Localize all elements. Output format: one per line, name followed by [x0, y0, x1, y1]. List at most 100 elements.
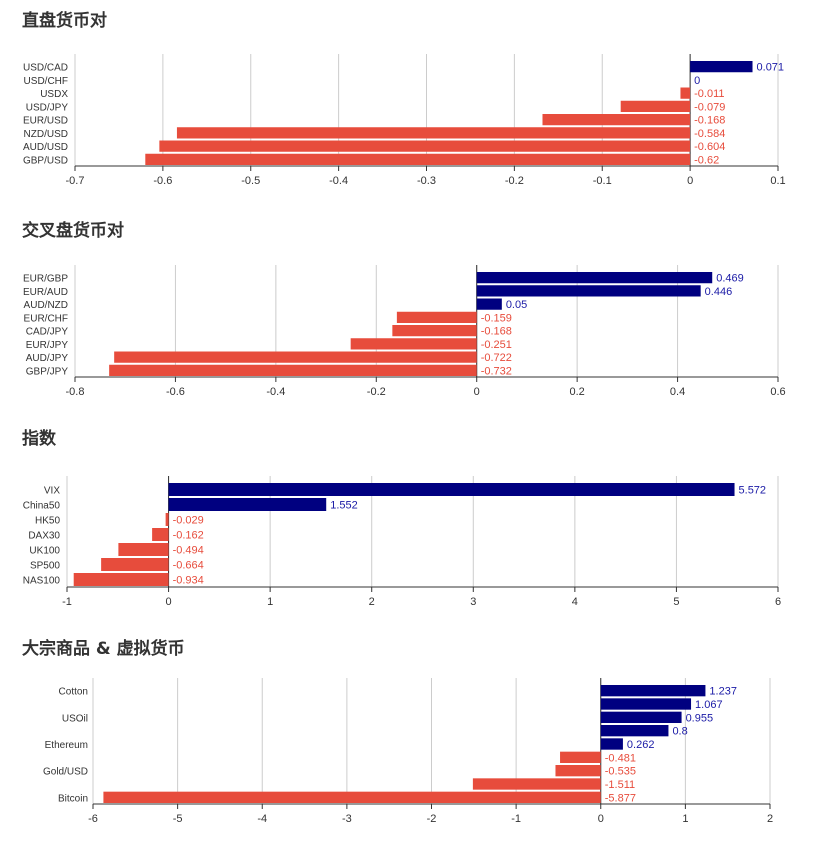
- cross-pairs-chart: -0.8 -0.6 -0.4 -0.2 0 0.2 0.4 0.6 0.469 EUR/GBP 0.…: [23, 265, 786, 398]
- category-label: Gold/USD: [43, 767, 88, 778]
- bar: [168, 483, 735, 496]
- value-label: -0.604: [694, 141, 725, 153]
- value-label: 0: [694, 75, 700, 87]
- category-label: EUR/GBP: [23, 274, 68, 285]
- bar: [620, 100, 691, 112]
- category-label: Cotton: [59, 687, 88, 698]
- value-label: -0.159: [481, 312, 512, 324]
- tick-label: -0.2: [367, 386, 386, 398]
- value-label: -0.481: [605, 752, 636, 764]
- tick-label: -0.2: [505, 175, 524, 187]
- category-label: GBP/JPY: [26, 366, 69, 377]
- category-label: SP500: [30, 561, 60, 572]
- chart-title-indices: 指数: [22, 429, 56, 449]
- tick-label: -0.7: [66, 175, 85, 187]
- value-label: -0.029: [173, 515, 204, 527]
- value-label: 0.05: [506, 299, 527, 311]
- tick-label: 6: [775, 596, 781, 608]
- bar: [118, 543, 169, 556]
- category-label: CAD/JPY: [26, 327, 69, 338]
- tick-label: 3: [470, 596, 476, 608]
- tick-label: 0.6: [770, 386, 785, 398]
- value-label: 0.071: [757, 62, 785, 74]
- value-label: -0.079: [694, 101, 725, 113]
- value-label: 0.8: [672, 726, 687, 738]
- indices-chart: -1 0 1 2 3 4 5 6 5.572 VIX 1.552 China50 -0.029 HK50 -…: [23, 476, 781, 608]
- category-label: NZD/USD: [24, 129, 68, 140]
- tick-label: 4: [572, 596, 578, 608]
- bar: [600, 738, 623, 750]
- value-label: -1.511: [605, 779, 635, 791]
- category-label: EUR/USD: [23, 116, 68, 127]
- bar: [168, 498, 327, 511]
- tick-label: -0.4: [329, 175, 348, 187]
- tick-label: 0: [598, 813, 604, 825]
- value-label: 1.552: [330, 500, 358, 512]
- bar: [680, 87, 691, 99]
- category-label: EUR/JPY: [26, 340, 69, 351]
- value-label: -0.732: [481, 365, 512, 377]
- direct-pairs-chart: -0.7 -0.6 -0.5 -0.4 -0.3 -0.2 -0.1 0 0.1 0.071 USD…: [23, 54, 786, 187]
- value-label: -5.877: [605, 792, 636, 804]
- value-label: -0.162: [173, 530, 204, 542]
- category-label: AUD/NZD: [24, 300, 68, 311]
- tick-label: -5: [173, 813, 183, 825]
- category-label: VIX: [44, 486, 60, 497]
- bar: [101, 558, 169, 571]
- tick-label: -0.5: [241, 175, 260, 187]
- category-label: EUR/CHF: [24, 313, 68, 324]
- tick-label: 2: [767, 813, 773, 825]
- bar: [690, 61, 753, 73]
- bar: [542, 114, 691, 126]
- bar: [165, 513, 169, 526]
- chart-title-direct-pairs: 直盘货币对: [22, 11, 107, 31]
- value-label: -0.011: [694, 88, 724, 100]
- bar: [159, 140, 691, 152]
- category-label: USD/CHF: [24, 76, 68, 87]
- bar: [555, 765, 601, 777]
- bar: [350, 338, 477, 350]
- bar: [152, 528, 169, 541]
- value-label: -0.535: [605, 766, 636, 778]
- category-label: USD/JPY: [26, 102, 69, 113]
- value-label: 0.469: [716, 273, 744, 285]
- tick-label: 1: [682, 813, 688, 825]
- bar: [176, 127, 691, 139]
- bar: [600, 685, 706, 697]
- tick-label: -4: [257, 813, 267, 825]
- tick-label: -1: [62, 596, 72, 608]
- tick-label: -0.6: [166, 386, 185, 398]
- tick-label: -6: [88, 813, 98, 825]
- tick-label: 0: [474, 386, 480, 398]
- category-label: AUD/JPY: [26, 353, 69, 364]
- bar: [600, 711, 682, 723]
- bar: [476, 285, 701, 297]
- value-label: -0.168: [481, 326, 512, 338]
- value-label: -0.251: [481, 339, 512, 351]
- tick-label: -0.1: [593, 175, 612, 187]
- value-label: -0.494: [173, 545, 204, 557]
- value-label: 0.262: [627, 739, 655, 751]
- bar: [73, 573, 169, 586]
- category-label: EUR/AUD: [23, 287, 68, 298]
- category-label: USDX: [40, 89, 68, 100]
- tick-label: -0.3: [417, 175, 436, 187]
- bar: [396, 311, 477, 323]
- category-label: Bitcoin: [58, 793, 88, 804]
- bar: [476, 272, 713, 284]
- value-label: 1.237: [709, 686, 737, 698]
- tick-label: 0: [166, 596, 172, 608]
- category-label: China50: [23, 501, 61, 512]
- bar: [392, 325, 477, 337]
- tick-label: 2: [369, 596, 375, 608]
- bar: [476, 298, 502, 310]
- category-label: NAS100: [23, 576, 61, 587]
- value-label: -0.664: [173, 560, 204, 572]
- tick-label: 5: [673, 596, 679, 608]
- tick-label: -3: [342, 813, 352, 825]
- tick-label: 0.2: [569, 386, 584, 398]
- bar: [114, 351, 477, 363]
- tick-label: -0.8: [66, 386, 85, 398]
- bar: [472, 778, 601, 790]
